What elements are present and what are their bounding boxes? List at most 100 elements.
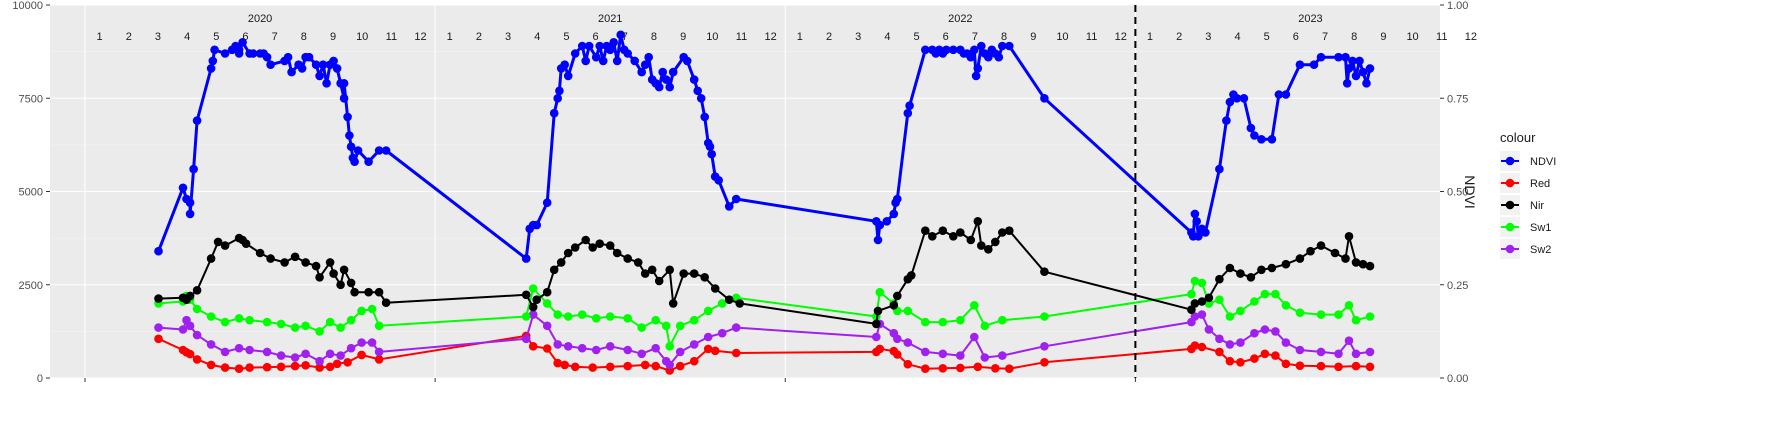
data-point-nir — [346, 278, 356, 288]
data-point-sw1 — [357, 306, 366, 316]
data-point-nir — [1306, 246, 1315, 256]
data-point-red — [290, 361, 300, 371]
data-point-sw1 — [938, 317, 948, 327]
data-point-nir — [1316, 241, 1326, 250]
data-point-ndvi — [185, 209, 195, 219]
year-label: 2023 — [1298, 13, 1322, 25]
data-point-ndvi — [921, 45, 930, 55]
data-point-red — [234, 364, 244, 374]
series-nir — [154, 217, 1375, 329]
data-point-ndvi — [1250, 131, 1259, 140]
data-point-ndvi — [192, 116, 202, 125]
data-point-sw1 — [1281, 301, 1291, 310]
data-point-ndvi — [1246, 123, 1256, 133]
month-label: 1 — [447, 31, 453, 43]
data-point-nir — [364, 287, 373, 297]
data-point-sw1 — [528, 284, 538, 293]
data-point-sw1 — [703, 306, 713, 316]
data-point-nir — [570, 243, 580, 252]
data-point-ndvi — [700, 112, 709, 122]
data-point-sw1 — [553, 310, 562, 319]
data-point-sw1 — [1215, 295, 1224, 305]
data-point-red — [1236, 358, 1245, 367]
data-point-sw2 — [637, 349, 646, 359]
data-point-ndvi — [1342, 79, 1352, 88]
data-point-nir — [521, 290, 531, 300]
month-label: 11 — [1436, 31, 1447, 43]
data-point-sw1 — [336, 323, 345, 332]
legend-key-point — [1505, 200, 1515, 210]
data-point-sw1 — [1271, 289, 1280, 299]
data-point-red — [276, 362, 286, 372]
data-point-sw2 — [357, 338, 366, 347]
data-point-red — [640, 360, 650, 370]
data-point-ndvi — [1267, 135, 1277, 144]
data-point-sw2 — [591, 345, 601, 355]
data-point-nir — [873, 306, 883, 316]
data-point-ndvi — [532, 220, 541, 230]
data-point-sw1 — [374, 321, 384, 331]
data-point-sw2 — [717, 328, 727, 338]
data-point-ndvi — [966, 52, 976, 62]
data-point-ndvi — [1281, 90, 1291, 99]
data-point-nir — [665, 265, 674, 275]
data-point-red — [1351, 361, 1361, 371]
data-point-nir — [185, 291, 195, 301]
legend-label-ndvi: NDVI — [1530, 156, 1556, 168]
data-point-sw1 — [717, 299, 727, 308]
data-point-red — [1365, 362, 1375, 372]
data-point-sw1 — [651, 315, 660, 325]
data-point-ndvi — [1362, 79, 1371, 88]
data-point-ndvi — [1309, 60, 1319, 69]
data-point-sw1 — [661, 321, 671, 331]
legend-key-point — [1505, 156, 1515, 166]
month-label: 4 — [884, 31, 890, 43]
data-point-ndvi — [549, 108, 559, 118]
data-point-nir — [374, 287, 384, 297]
data-point-nir — [336, 280, 345, 290]
data-point-sw1 — [675, 321, 685, 331]
data-point-ndvi — [644, 52, 653, 62]
data-point-sw2 — [1190, 312, 1200, 321]
month-label: 2 — [126, 31, 132, 43]
data-point-ndvi — [311, 60, 321, 69]
data-point-sw2 — [872, 332, 881, 342]
data-point-nir — [977, 241, 986, 250]
data-point-nir — [528, 302, 538, 312]
y-right-tick-label: 0.50 — [1447, 187, 1468, 199]
data-point-ndvi — [661, 75, 671, 84]
data-point-sw1 — [276, 319, 286, 329]
data-point-nir — [381, 298, 391, 308]
month-label: 4 — [1234, 31, 1240, 43]
month-label: 3 — [855, 31, 861, 43]
month-label: 11 — [736, 31, 747, 43]
legend: colour NDVI Red Nir Sw1 Sw2 — [1500, 130, 1556, 259]
data-point-ndvi — [612, 56, 622, 66]
data-point-sw2 — [1344, 336, 1354, 346]
data-point-nir — [1358, 259, 1368, 269]
year-label: 2021 — [598, 13, 622, 25]
month-label: 9 — [330, 31, 336, 43]
data-point-sw2 — [956, 351, 965, 360]
month-label: 10 — [1406, 31, 1418, 43]
data-point-nir — [966, 235, 976, 245]
data-point-ndvi — [591, 52, 601, 62]
data-point-sw2 — [1260, 325, 1270, 334]
data-point-red — [185, 349, 195, 359]
data-point-nir — [350, 287, 359, 297]
data-point-ndvi — [364, 157, 373, 166]
data-point-sw2 — [1295, 345, 1305, 355]
data-point-red — [651, 361, 660, 371]
data-point-sw1 — [206, 312, 216, 321]
data-point-ndvi — [346, 142, 356, 151]
data-point-nir — [301, 258, 310, 267]
data-point-sw2 — [665, 360, 674, 370]
data-point-ndvi — [304, 52, 314, 62]
legend-label-red: Red — [1530, 178, 1550, 190]
data-point-nir — [241, 239, 251, 248]
legend-label-nir: Nir — [1530, 200, 1544, 212]
data-point-ndvi — [1225, 97, 1235, 107]
data-point-ndvi — [1344, 64, 1354, 73]
data-point-ndvi — [984, 52, 993, 62]
